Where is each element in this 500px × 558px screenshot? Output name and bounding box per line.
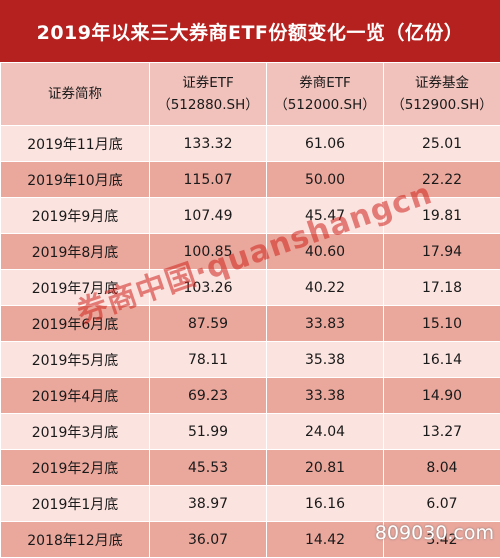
etf-share-table: 证券简称 证券ETF（512880.SH） 券商ETF（512000.SH） 证…: [0, 62, 500, 558]
row-value-cell: 115.07: [150, 162, 267, 198]
row-date-cell: 2019年8月底: [1, 234, 150, 270]
header-col2: 券商ETF（512000.SH）: [267, 63, 384, 126]
row-value-cell: 6.07: [384, 486, 500, 522]
row-value-cell: 36.07: [150, 522, 267, 558]
row-value-cell: 87.59: [150, 306, 267, 342]
row-value-cell: 69.23: [150, 378, 267, 414]
row-date-cell: 2019年6月底: [1, 306, 150, 342]
row-value-cell: 16.14: [384, 342, 500, 378]
row-value-cell: 17.18: [384, 270, 500, 306]
row-value-cell: 40.60: [267, 234, 384, 270]
row-value-cell: 14.90: [384, 378, 500, 414]
row-value-cell: 20.81: [267, 450, 384, 486]
row-date-cell: 2019年9月底: [1, 198, 150, 234]
row-value-cell: 107.49: [150, 198, 267, 234]
row-value-cell: 16.16: [267, 486, 384, 522]
row-date-cell: 2019年4月底: [1, 378, 150, 414]
header-name: 证券简称: [1, 63, 150, 126]
header-col1: 证券ETF（512880.SH）: [150, 63, 267, 126]
row-value-cell: 14.42: [267, 522, 384, 558]
row-value-cell: 38.97: [150, 486, 267, 522]
row-date-cell: 2019年2月底: [1, 450, 150, 486]
header-row: 证券简称 证券ETF（512880.SH） 券商ETF（512000.SH） 证…: [1, 63, 500, 126]
row-value-cell: 103.26: [150, 270, 267, 306]
row-value-cell: 19.81: [384, 198, 500, 234]
row-value-cell: 25.01: [384, 126, 500, 162]
row-value-cell: 13.27: [384, 414, 500, 450]
row-date-cell: 2018年12月底: [1, 522, 150, 558]
row-value-cell: 51.99: [150, 414, 267, 450]
row-value-cell: 33.38: [267, 378, 384, 414]
row-value-cell: 35.38: [267, 342, 384, 378]
row-value-cell: 40.22: [267, 270, 384, 306]
row-value-cell: 78.11: [150, 342, 267, 378]
row-value-cell: 61.06: [267, 126, 384, 162]
row-value-cell: 24.04: [267, 414, 384, 450]
header-col3: 证券基金（512900.SH）: [384, 63, 500, 126]
row-date-cell: 2019年3月底: [1, 414, 150, 450]
row-date-cell: 2019年10月底: [1, 162, 150, 198]
row-value-cell: 8.04: [384, 450, 500, 486]
row-value-cell: 22.22: [384, 162, 500, 198]
row-value-cell: 17.94: [384, 234, 500, 270]
row-date-cell: 2019年5月底: [1, 342, 150, 378]
row-date-cell: 2019年1月底: [1, 486, 150, 522]
row-date-cell: 2019年11月底: [1, 126, 150, 162]
row-date-cell: 2019年7月底: [1, 270, 150, 306]
row-value-cell: 50.00: [267, 162, 384, 198]
row-value-cell: 15.10: [384, 306, 500, 342]
table-title: 2019年以来三大券商ETF份额变化一览（亿份）: [0, 0, 500, 62]
row-value-cell: 3.42: [384, 522, 500, 558]
row-value-cell: 33.83: [267, 306, 384, 342]
row-value-cell: 45.47: [267, 198, 384, 234]
row-value-cell: 100.85: [150, 234, 267, 270]
row-value-cell: 133.32: [150, 126, 267, 162]
row-value-cell: 45.53: [150, 450, 267, 486]
